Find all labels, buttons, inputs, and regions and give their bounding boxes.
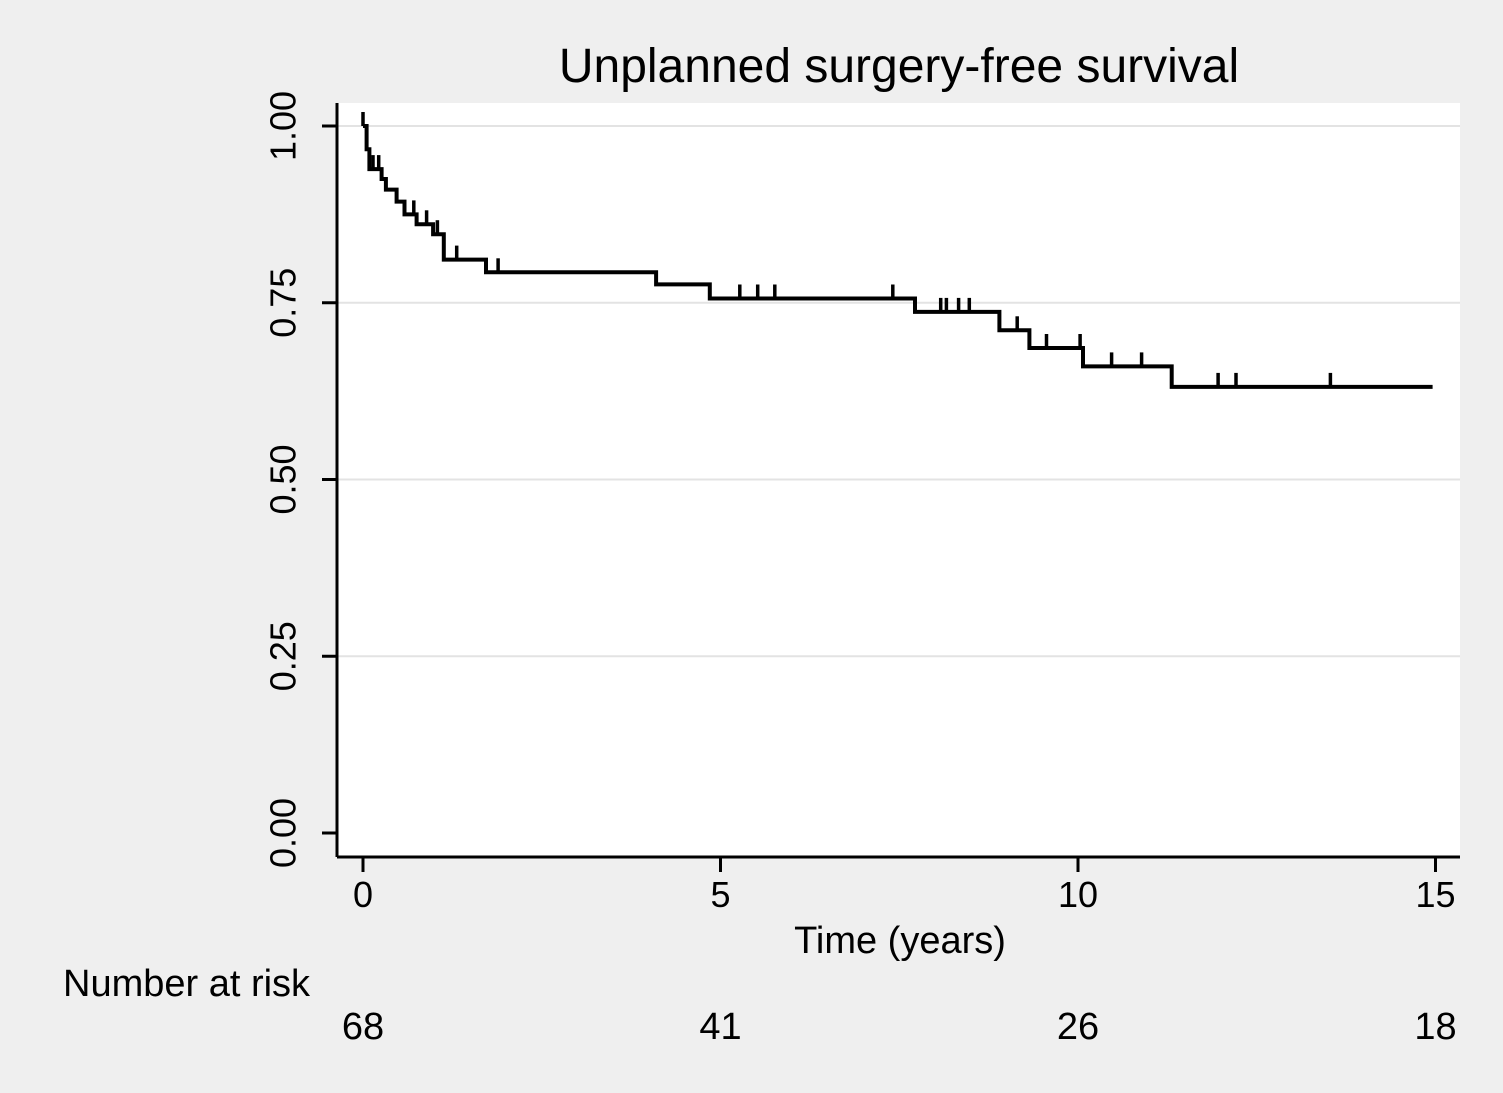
y-tick-label: 0.75 bbox=[263, 268, 304, 338]
risk-count: 41 bbox=[699, 1006, 741, 1048]
y-tick-label: 0.00 bbox=[263, 798, 304, 868]
y-tick-label: 0.50 bbox=[263, 444, 304, 514]
x-tick-label: 15 bbox=[1415, 874, 1455, 915]
risk-count: 26 bbox=[1057, 1006, 1099, 1048]
x-tick-label: 0 bbox=[353, 874, 373, 915]
y-tick-label: 0.25 bbox=[263, 621, 304, 691]
x-tick-label: 10 bbox=[1058, 874, 1098, 915]
chart-title: Unplanned surgery-free survival bbox=[559, 40, 1239, 93]
x-tick-label: 5 bbox=[710, 874, 730, 915]
x-axis-label: Time (years) bbox=[794, 920, 1006, 962]
y-tick-label: 1.00 bbox=[263, 91, 304, 161]
risk-count: 68 bbox=[342, 1006, 384, 1048]
risk-table-label: Number at risk bbox=[63, 963, 311, 1005]
risk-count: 18 bbox=[1414, 1006, 1456, 1048]
survival-curve bbox=[363, 124, 1433, 389]
chart-generated-layer: 1.00 0.75 0.50 0.25 0.00 0 68 5 41 10 26 15 18 bbox=[263, 91, 1460, 1048]
